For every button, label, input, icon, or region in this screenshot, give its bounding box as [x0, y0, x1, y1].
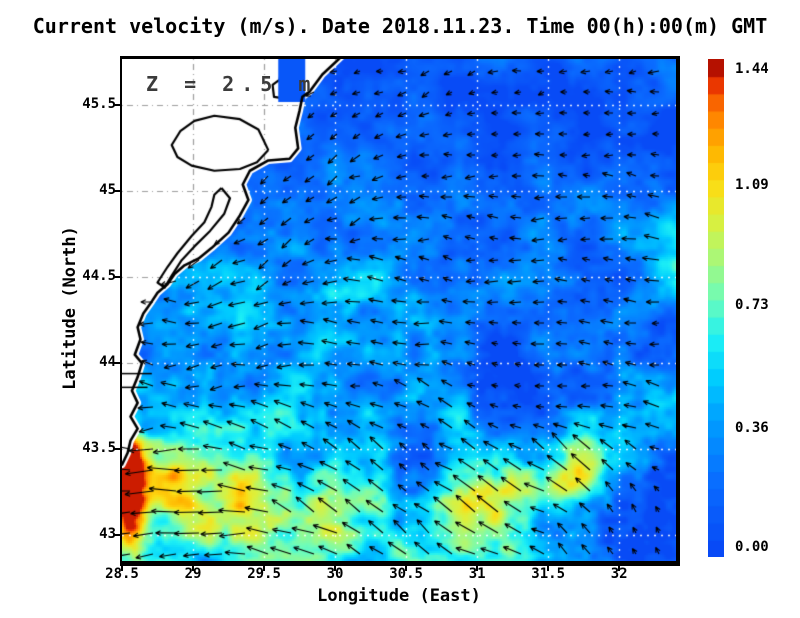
- x-tick-mark: [476, 565, 479, 571]
- y-tick-label: 43.5: [82, 440, 116, 457]
- x-tick-label: 30: [326, 566, 344, 582]
- y-tick-mark: [113, 190, 120, 193]
- x-tick-label: 31.5: [531, 566, 565, 582]
- x-tick-mark: [618, 565, 621, 571]
- colorbar-tick-label: 0.00: [735, 539, 769, 555]
- y-tick-mark: [113, 534, 120, 537]
- x-tick-label: 29.5: [247, 566, 281, 582]
- x-tick-label: 32: [610, 566, 628, 582]
- x-axis-label: Longitude (East): [317, 586, 481, 606]
- x-tick-label: 29: [184, 566, 202, 582]
- colorbar-tick-label: 1.09: [735, 177, 769, 194]
- y-tick-label: 44.5: [82, 268, 116, 285]
- y-tick-mark: [113, 276, 120, 279]
- x-tick-mark: [547, 565, 550, 571]
- y-tick-label: 45: [99, 182, 116, 199]
- current-velocity-map-canvas: [122, 59, 676, 561]
- x-tick-mark: [263, 565, 266, 571]
- plot-frame: [120, 56, 680, 566]
- x-tick-mark: [192, 565, 195, 571]
- plot-title: Current velocity (m/s). Date 2018.11.23.…: [32, 14, 768, 38]
- depth-annotation: Z = 2.5 m: [146, 72, 318, 96]
- x-tick-label: 31: [468, 566, 486, 582]
- colorbar-tick-label: 0.36: [735, 419, 769, 436]
- x-tick-mark: [334, 565, 337, 571]
- x-tick-mark: [405, 565, 408, 571]
- y-tick-mark: [113, 362, 120, 365]
- y-tick-mark: [113, 448, 120, 451]
- colorbar: [708, 59, 724, 557]
- x-tick-label: 28.5: [105, 566, 139, 582]
- x-tick-label: 30.5: [389, 566, 423, 582]
- y-tick-label: 44: [99, 354, 116, 371]
- y-tick-label: 45.5: [82, 96, 116, 113]
- colorbar-tick-label: 1.44: [735, 61, 769, 77]
- y-tick-label: 43: [99, 526, 116, 543]
- y-tick-mark: [113, 104, 120, 107]
- colorbar-tick-label: 0.73: [735, 296, 769, 313]
- x-tick-mark: [121, 565, 123, 571]
